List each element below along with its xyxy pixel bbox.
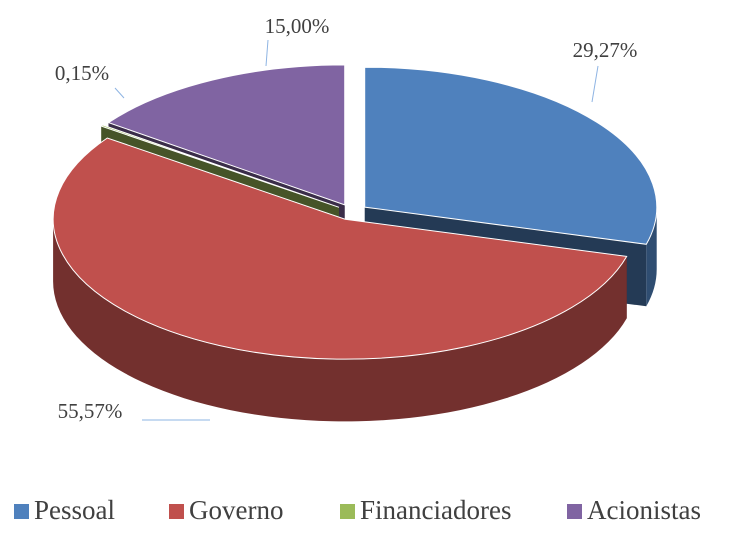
legend-swatch xyxy=(340,504,355,519)
slice-tops xyxy=(52,64,658,360)
slice-side xyxy=(53,219,627,422)
leader-line xyxy=(265,39,269,67)
legend-label: Governo xyxy=(189,495,283,525)
legend-label: Pessoal xyxy=(34,495,115,525)
leader-line xyxy=(114,87,125,99)
legend-swatch xyxy=(567,504,582,519)
leader-line xyxy=(591,65,599,103)
data-label: 29,27% xyxy=(573,38,638,62)
legend-swatch xyxy=(14,504,29,519)
slice xyxy=(107,64,346,206)
slice xyxy=(100,124,340,208)
legend-label: Financiadores xyxy=(360,495,511,525)
labels: 29,27% 55,57% 0,15% 15,00% xyxy=(55,14,638,423)
legend-label: Acionistas xyxy=(587,495,701,525)
data-label: 15,00% xyxy=(265,14,330,38)
slice xyxy=(52,137,628,360)
data-label: 0,15% xyxy=(55,61,109,85)
legend: Pessoal Governo Financiadores Acionistas xyxy=(14,495,701,525)
slice-side xyxy=(646,207,657,307)
data-label: 55,57% xyxy=(58,399,123,423)
slice xyxy=(364,66,658,245)
legend-swatch xyxy=(169,504,184,519)
